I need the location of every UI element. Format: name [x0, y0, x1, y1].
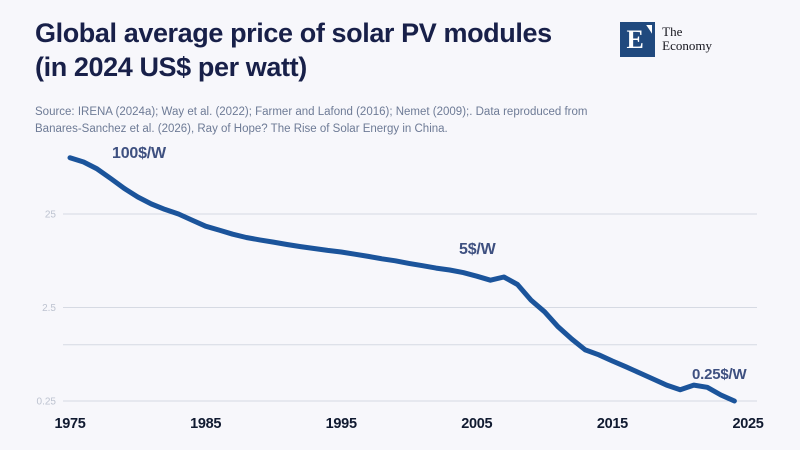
x-tick-label: 2015 [597, 416, 628, 432]
page-title-line2: (in 2024 US$ per watt) [35, 52, 307, 82]
x-axis-labels: 1975 1985 1995 2005 2015 2025 [54, 416, 764, 432]
the-economy-logo-icon: E [620, 22, 656, 57]
logo-wordmark-line1: The [662, 24, 683, 39]
annotation-mid-price: 5$/W [459, 241, 496, 258]
logo-wordmark-line2: Economy [662, 38, 712, 53]
x-tick-label: 2025 [732, 416, 763, 432]
price-line-series [67, 155, 737, 404]
source-note: Source: IRENA (2024a); Way et al. (2022)… [35, 104, 587, 138]
x-tick-label: 2005 [461, 416, 492, 432]
y-axis-labels: 25 2.5 0.25 [37, 210, 57, 408]
y-tick-label: 2.5 [42, 303, 56, 314]
y-tick-label: 0.25 [37, 397, 57, 408]
the-economy-logo: E The Economy [620, 22, 712, 57]
page-title: Global average price of solar PV modules… [35, 16, 552, 84]
logo-monogram: E [626, 25, 644, 54]
source-note-line1: Source: IRENA (2024a); Way et al. (2022)… [35, 106, 588, 118]
x-tick-label: 1985 [190, 416, 221, 432]
logo-wordmark: The Economy [662, 22, 712, 53]
y-tick-label: 25 [45, 210, 57, 221]
page-title-line1: Global average price of solar PV modules [35, 18, 552, 48]
annotation-start-price: 100$/W [112, 145, 166, 162]
annotation-end-price: 0.25$/W [692, 366, 747, 383]
source-note-line2: Banares-Sanchez et al. (2026), Ray of Ho… [35, 123, 448, 135]
gridlines [63, 213, 757, 402]
x-tick-label: 1995 [326, 416, 357, 432]
x-tick-label: 1975 [54, 416, 85, 432]
